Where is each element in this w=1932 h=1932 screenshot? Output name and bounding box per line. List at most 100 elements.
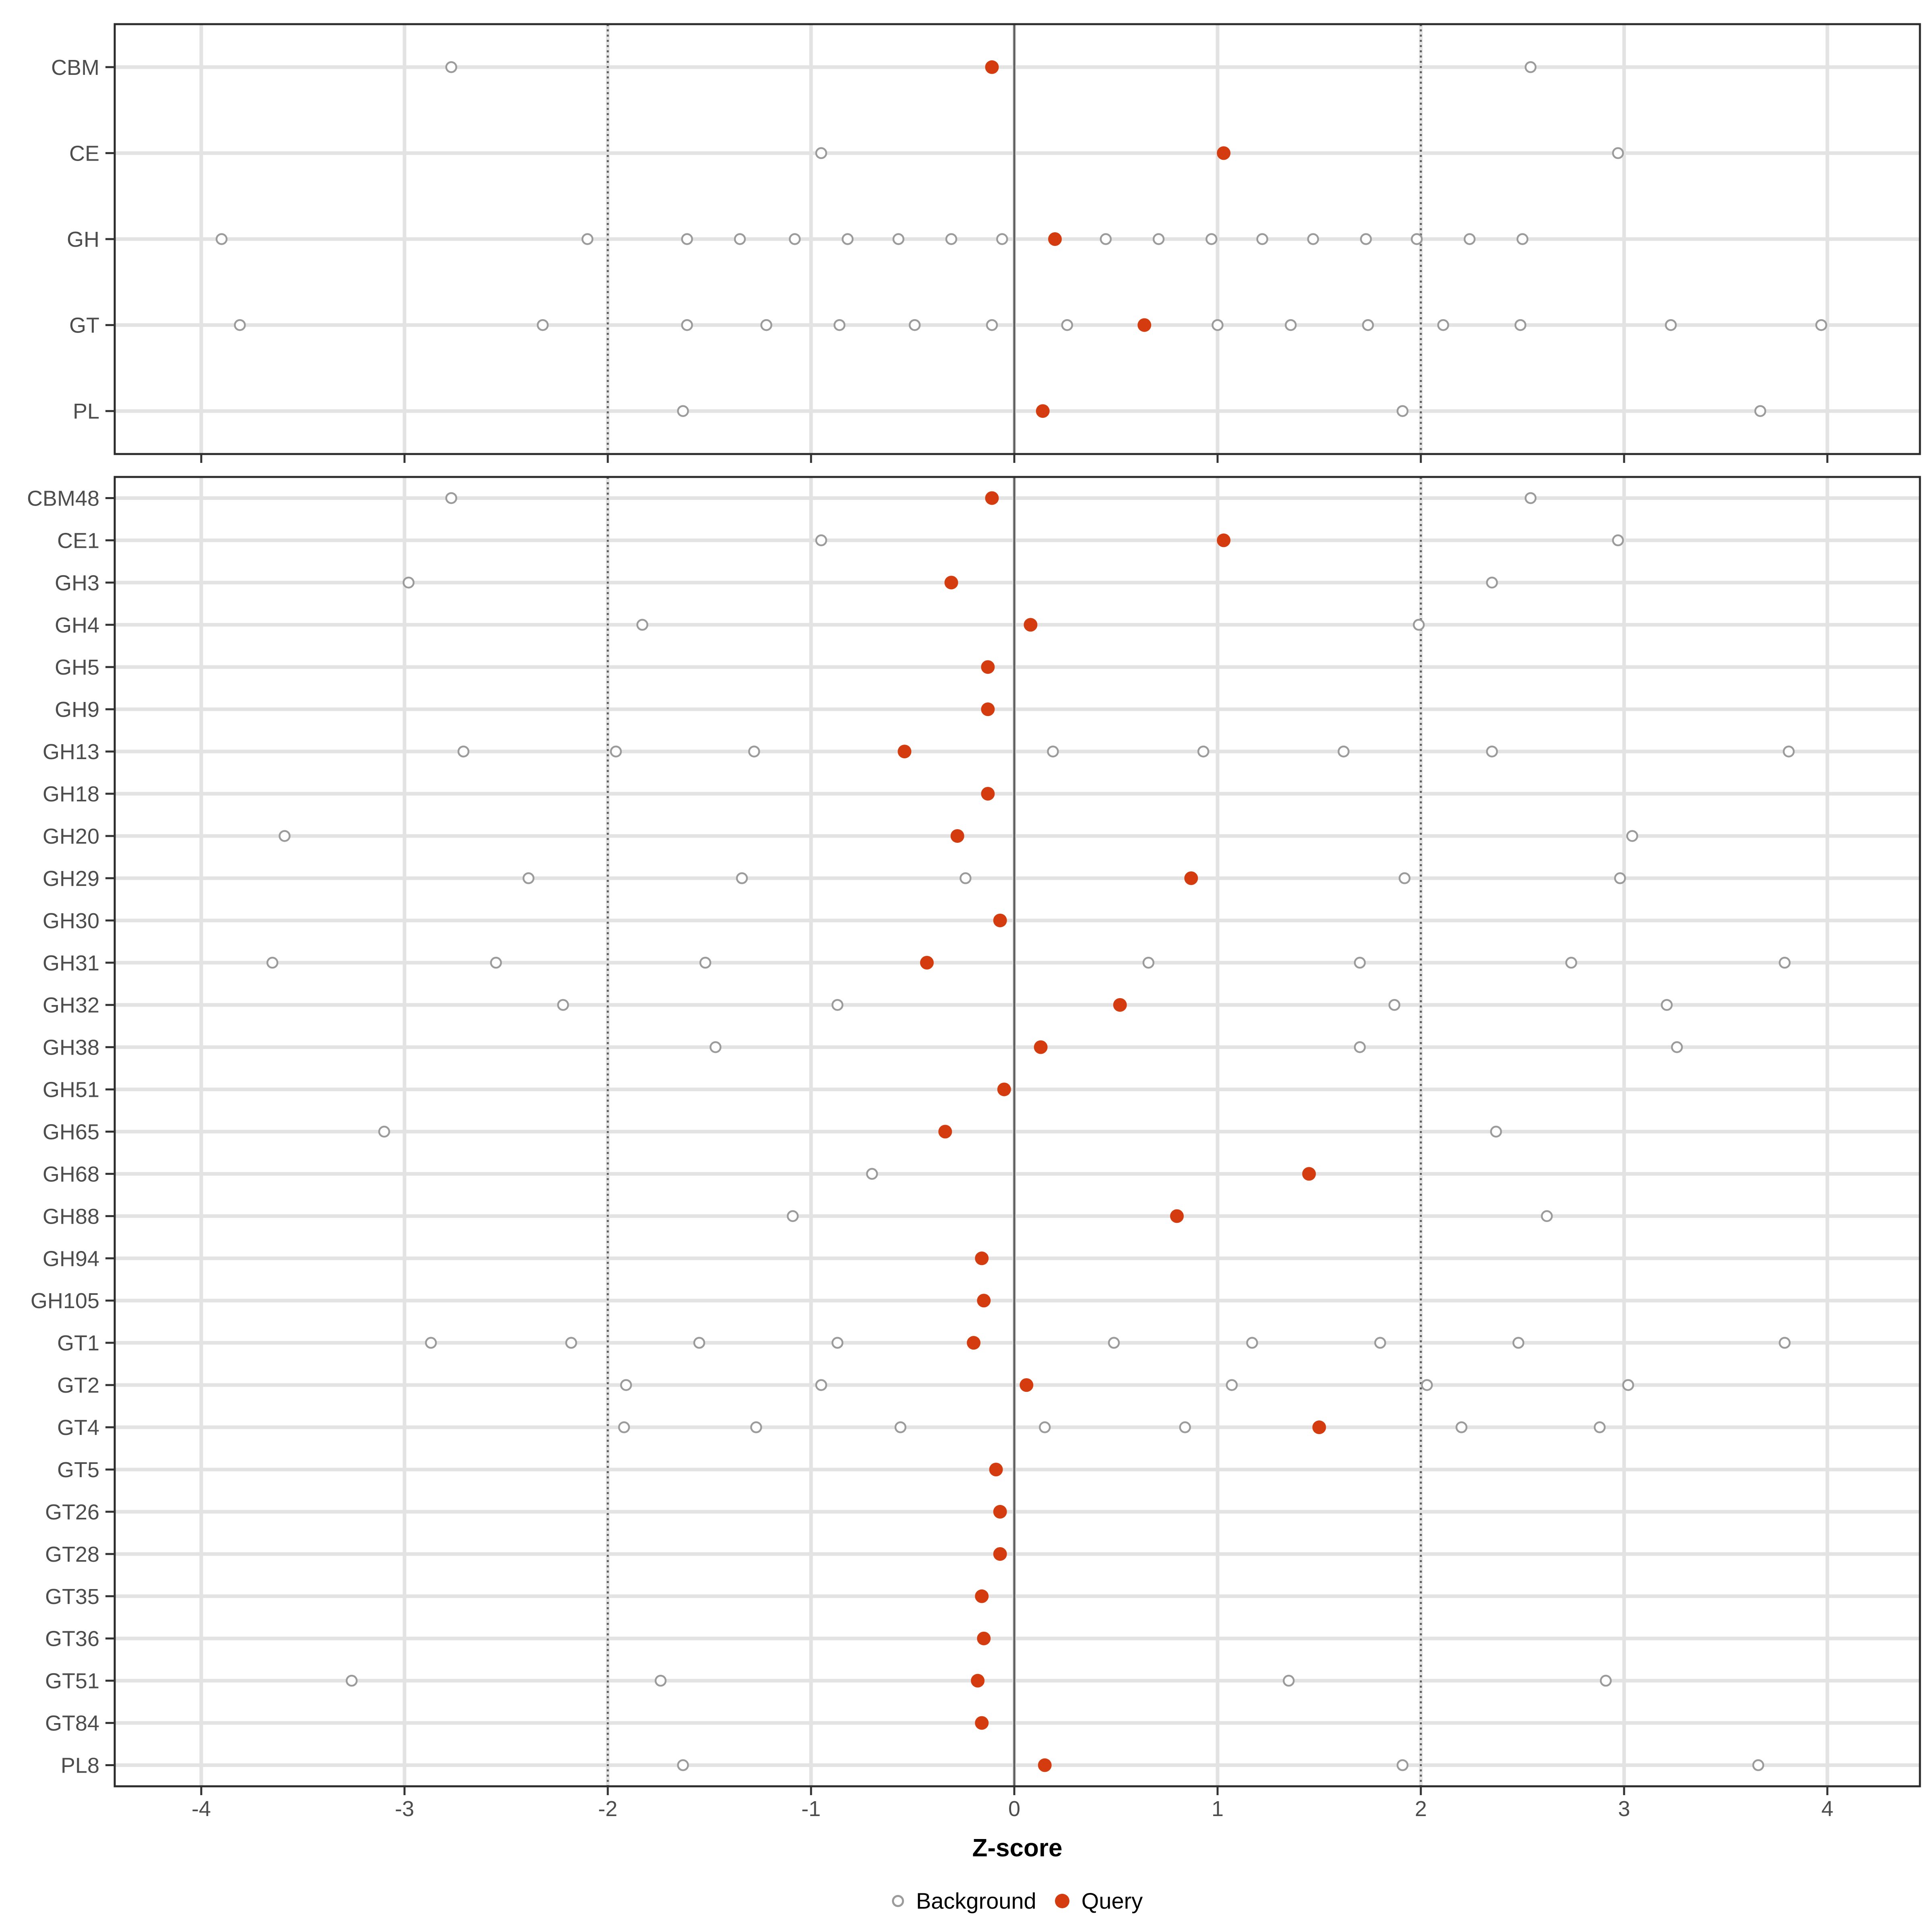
x-axis-title: Z-score [972, 1834, 1063, 1862]
row-label: GT51 [45, 1669, 99, 1693]
query-point [985, 491, 999, 505]
query-point [1184, 871, 1198, 885]
background-point [1754, 405, 1767, 417]
legend-label-query: Query [1081, 1888, 1143, 1913]
query-point [993, 913, 1007, 927]
background-point [1486, 745, 1498, 758]
background-point [1524, 492, 1537, 504]
background-point [1524, 61, 1537, 73]
background-point [1779, 1337, 1791, 1349]
query-point [1048, 232, 1062, 246]
query-point [1038, 1758, 1052, 1772]
x-tick-label: -2 [598, 1797, 617, 1821]
background-point [1661, 999, 1673, 1011]
query-point [977, 1631, 991, 1645]
background-point [1411, 233, 1423, 245]
query-point [1034, 1040, 1048, 1054]
background-point [1541, 1210, 1553, 1222]
legend: Background Query [115, 1888, 1920, 1914]
background-point [1815, 319, 1827, 331]
background-point [1285, 319, 1297, 331]
background-point [490, 957, 502, 969]
background-point [537, 319, 549, 331]
background-point [1283, 1674, 1295, 1687]
background-point [1614, 872, 1626, 884]
background-point [1256, 233, 1268, 245]
query-point [1302, 1167, 1316, 1181]
background-point [786, 1210, 799, 1222]
query-point-icon [1055, 1893, 1069, 1908]
legend-label-background: Background [916, 1888, 1036, 1913]
background-point [1622, 1379, 1634, 1391]
background-point [1226, 1379, 1238, 1391]
query-point [985, 60, 999, 74]
row-label: GH32 [43, 993, 99, 1018]
background-point [831, 999, 844, 1011]
row-label: GH4 [55, 613, 99, 637]
query-point [1020, 1378, 1034, 1392]
background-point [1486, 576, 1498, 589]
query-point [1170, 1209, 1184, 1223]
background-point [402, 576, 415, 589]
background-point [1437, 319, 1449, 331]
row-label: CE [69, 141, 99, 165]
background-point [1197, 745, 1210, 758]
background-point [1388, 999, 1401, 1011]
background-point [1047, 745, 1059, 758]
row-label: GH68 [43, 1162, 99, 1186]
background-point [1512, 1337, 1525, 1349]
row-label: GH38 [43, 1036, 99, 1060]
background-point [457, 745, 470, 758]
query-point [898, 745, 912, 759]
background-point [945, 233, 958, 245]
background-point [1061, 319, 1073, 331]
background-point [1338, 745, 1350, 758]
x-tick-label: 2 [1415, 1797, 1427, 1821]
x-tick-label: -4 [192, 1797, 211, 1821]
background-point [1490, 1125, 1502, 1138]
background-point [1779, 957, 1791, 969]
background-point [709, 1041, 722, 1053]
row-label: GT26 [45, 1500, 99, 1524]
background-point [1152, 233, 1165, 245]
row-label: GH29 [43, 867, 99, 891]
background-point [842, 233, 854, 245]
background-point [1514, 319, 1527, 331]
background-point [736, 872, 748, 884]
background-point [1671, 1041, 1683, 1053]
query-point [981, 702, 995, 716]
row-label: GT28 [45, 1542, 99, 1567]
query-point [938, 1125, 952, 1139]
background-point [815, 1379, 827, 1391]
background-point [636, 619, 648, 631]
background-point [681, 319, 693, 331]
background-point [1600, 1674, 1612, 1687]
background-point [1516, 233, 1529, 245]
background-point [522, 872, 535, 884]
row-label: GT2 [57, 1373, 99, 1397]
row-label: GT1 [57, 1331, 99, 1355]
background-point [1665, 319, 1677, 331]
background-point [1212, 319, 1224, 331]
background-point [815, 147, 827, 159]
row-label: GH18 [43, 782, 99, 806]
background-point [1246, 1337, 1258, 1349]
background-point [215, 233, 228, 245]
query-point [993, 1505, 1007, 1519]
query-point [1036, 404, 1050, 418]
row-label: GH105 [31, 1289, 99, 1313]
background-point [1362, 319, 1374, 331]
background-point [960, 872, 972, 884]
x-tick-label: -1 [801, 1797, 821, 1821]
row-label: PL8 [61, 1754, 99, 1778]
query-point [971, 1674, 985, 1688]
row-label: GT4 [57, 1416, 99, 1440]
background-point [1396, 1759, 1409, 1771]
background-point [1421, 1379, 1433, 1391]
row-label: GH3 [55, 571, 99, 595]
background-point-icon [892, 1895, 904, 1907]
query-point [1312, 1420, 1326, 1435]
background-point [1398, 872, 1411, 884]
query-point [920, 956, 934, 970]
background-point [1354, 957, 1366, 969]
